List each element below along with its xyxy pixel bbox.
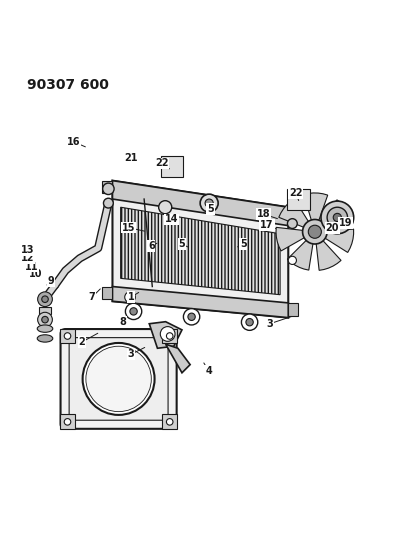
Circle shape — [205, 199, 213, 207]
Circle shape — [303, 220, 327, 244]
Bar — [102, 181, 112, 193]
Text: 19: 19 — [339, 218, 352, 228]
Text: 90307 600: 90307 600 — [26, 78, 109, 92]
Polygon shape — [325, 229, 354, 253]
Text: 20: 20 — [326, 223, 339, 233]
Polygon shape — [316, 240, 341, 270]
Circle shape — [166, 333, 173, 340]
Text: 22: 22 — [289, 188, 302, 198]
Bar — [162, 329, 177, 343]
Circle shape — [83, 343, 154, 415]
Circle shape — [242, 314, 258, 330]
Text: 12: 12 — [21, 253, 34, 263]
Text: 15: 15 — [122, 223, 135, 233]
Polygon shape — [121, 207, 280, 295]
Circle shape — [288, 256, 297, 264]
Text: 16: 16 — [67, 137, 81, 147]
Circle shape — [125, 292, 135, 302]
Polygon shape — [321, 200, 351, 228]
Polygon shape — [166, 344, 190, 373]
FancyBboxPatch shape — [161, 156, 183, 177]
Polygon shape — [112, 181, 288, 318]
Circle shape — [160, 327, 175, 341]
Polygon shape — [304, 193, 328, 221]
Circle shape — [38, 292, 52, 306]
FancyBboxPatch shape — [69, 337, 168, 420]
Polygon shape — [276, 228, 305, 251]
Polygon shape — [287, 240, 313, 270]
Circle shape — [86, 346, 151, 411]
Text: 18: 18 — [257, 209, 271, 219]
Polygon shape — [279, 199, 309, 228]
Bar — [162, 415, 177, 429]
Bar — [288, 303, 299, 316]
Circle shape — [333, 213, 342, 222]
FancyBboxPatch shape — [287, 189, 309, 210]
Polygon shape — [149, 322, 182, 348]
Text: 6: 6 — [148, 241, 155, 251]
Circle shape — [64, 418, 71, 425]
Text: 5: 5 — [207, 204, 214, 214]
Text: 14: 14 — [165, 214, 178, 224]
Circle shape — [103, 183, 114, 195]
Text: 3: 3 — [128, 350, 134, 359]
Circle shape — [183, 309, 200, 325]
Text: 8: 8 — [119, 317, 126, 327]
Circle shape — [246, 319, 253, 326]
Text: 4: 4 — [205, 366, 212, 376]
Circle shape — [166, 418, 173, 425]
Text: 9: 9 — [48, 276, 55, 286]
Circle shape — [126, 303, 142, 320]
Polygon shape — [112, 287, 288, 318]
Circle shape — [42, 317, 48, 323]
Circle shape — [42, 296, 48, 302]
Circle shape — [64, 333, 71, 340]
Bar — [39, 308, 51, 314]
Circle shape — [130, 308, 137, 315]
Text: 2: 2 — [78, 337, 85, 347]
Circle shape — [104, 198, 113, 208]
Bar — [60, 329, 75, 343]
Bar — [102, 287, 112, 299]
FancyBboxPatch shape — [61, 329, 177, 429]
Circle shape — [200, 194, 218, 212]
Polygon shape — [112, 181, 288, 225]
Circle shape — [159, 201, 172, 214]
Circle shape — [188, 313, 195, 320]
Ellipse shape — [37, 335, 53, 342]
Text: 5: 5 — [178, 239, 185, 249]
Circle shape — [327, 207, 348, 228]
Text: 17: 17 — [260, 220, 274, 230]
Text: 7: 7 — [89, 292, 95, 302]
Bar — [288, 207, 299, 220]
Text: 5: 5 — [240, 239, 247, 249]
Circle shape — [38, 312, 52, 327]
Text: 3: 3 — [266, 319, 273, 329]
Circle shape — [287, 219, 297, 229]
Ellipse shape — [37, 325, 53, 332]
Text: 1: 1 — [128, 292, 134, 302]
Text: 11: 11 — [25, 262, 38, 271]
Bar — [60, 415, 75, 429]
Text: 21: 21 — [124, 153, 138, 163]
Text: 10: 10 — [29, 269, 43, 279]
Circle shape — [321, 201, 354, 234]
Text: 22: 22 — [155, 158, 168, 168]
Text: 13: 13 — [21, 245, 34, 255]
Circle shape — [308, 225, 321, 238]
